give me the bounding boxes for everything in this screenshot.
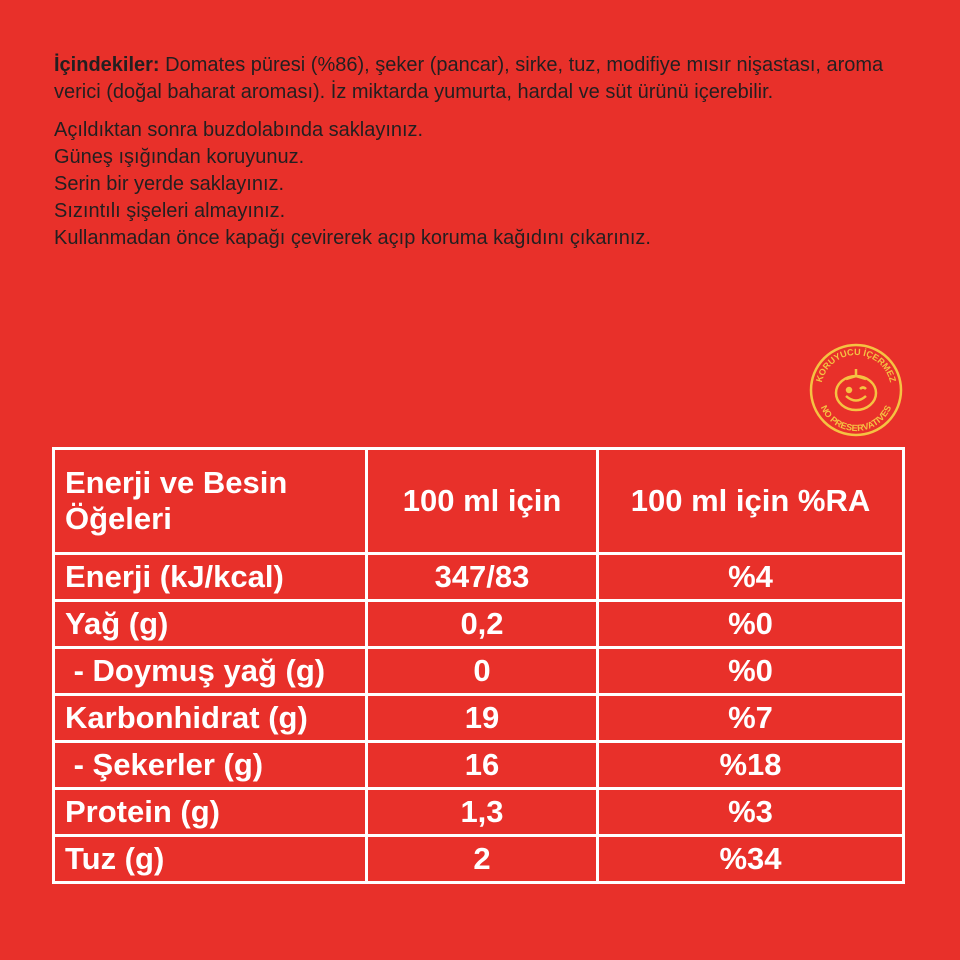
ingredients-block: İçindekiler: Domates püresi (%86), şeker… — [54, 52, 914, 252]
per-100ml-value: 1,3 — [365, 787, 599, 837]
table-row: Enerji (kJ/kcal) 347/83 %4 — [52, 552, 905, 602]
ri-percent-value: %4 — [596, 552, 905, 602]
instruction: Açıldıktan sonra buzdolabında saklayınız… — [54, 119, 424, 141]
nutrient-name: - Şekerler (g) — [52, 740, 368, 790]
per-100ml-value: 0 — [365, 646, 599, 696]
badge-top-text: KORUYUCU İÇERMEZ — [814, 347, 898, 384]
table-row: - Şekerler (g) 16 %18 — [52, 740, 905, 790]
header-ri-percent: 100 ml için %RA — [596, 447, 905, 555]
ri-percent-value: %0 — [596, 599, 905, 649]
nutrient-name: Yağ (g) — [52, 599, 368, 649]
table-row: Protein (g) 1,3 %3 — [52, 787, 905, 837]
per-100ml-value: 347/83 — [365, 552, 599, 602]
smiling-tomato-icon — [834, 369, 878, 412]
ri-percent-value: %7 — [596, 693, 905, 743]
nutrient-name: Enerji (kJ/kcal) — [52, 552, 368, 602]
nutrient-name: Protein (g) — [52, 787, 368, 837]
ri-percent-value: %34 — [596, 834, 905, 884]
no-preservatives-badge: KORUYUCU İÇERMEZ NO PRESERVATIVES — [809, 343, 903, 437]
nutrient-name: Karbonhidrat (g) — [52, 693, 368, 743]
per-100ml-value: 16 — [365, 740, 599, 790]
instruction: Serin bir yerde saklayınız. — [54, 173, 285, 195]
nutrition-table: Enerji ve Besin Öğeleri 100 ml için 100 … — [52, 447, 905, 884]
ri-percent-value: %3 — [596, 787, 905, 837]
table-row: - Doymuş yağ (g) 0 %0 — [52, 646, 905, 696]
instruction: Güneş ışığından koruyunuz. — [54, 146, 305, 168]
nutrient-name: - Doymuş yağ (g) — [52, 646, 368, 696]
per-100ml-value: 2 — [365, 834, 599, 884]
per-100ml-value: 19 — [365, 693, 599, 743]
table-row: Yağ (g) 0,2 %0 — [52, 599, 905, 649]
table-row: Tuz (g) 2 %34 — [52, 834, 905, 884]
badge-bottom-text: NO PRESERVATIVES — [819, 404, 893, 433]
ingredients-text: İçindekiler: Domates püresi (%86), şeker… — [54, 54, 884, 103]
header-nutrients: Enerji ve Besin Öğeleri — [52, 447, 368, 555]
table-row: Karbonhidrat (g) 19 %7 — [52, 693, 905, 743]
per-100ml-value: 0,2 — [365, 599, 599, 649]
ri-percent-value: %18 — [596, 740, 905, 790]
instruction: Kullanmadan önce kapağı çevirerek açıp k… — [54, 227, 651, 249]
ingredients-label: İçindekiler: — [54, 54, 160, 76]
instruction: Sızıntılı şişeleri almayınız. — [54, 200, 286, 222]
header-per-100ml: 100 ml için — [365, 447, 599, 555]
ri-percent-value: %0 — [596, 646, 905, 696]
nutrient-name: Tuz (g) — [52, 834, 368, 884]
table-header-row: Enerji ve Besin Öğeleri 100 ml için 100 … — [52, 447, 905, 555]
